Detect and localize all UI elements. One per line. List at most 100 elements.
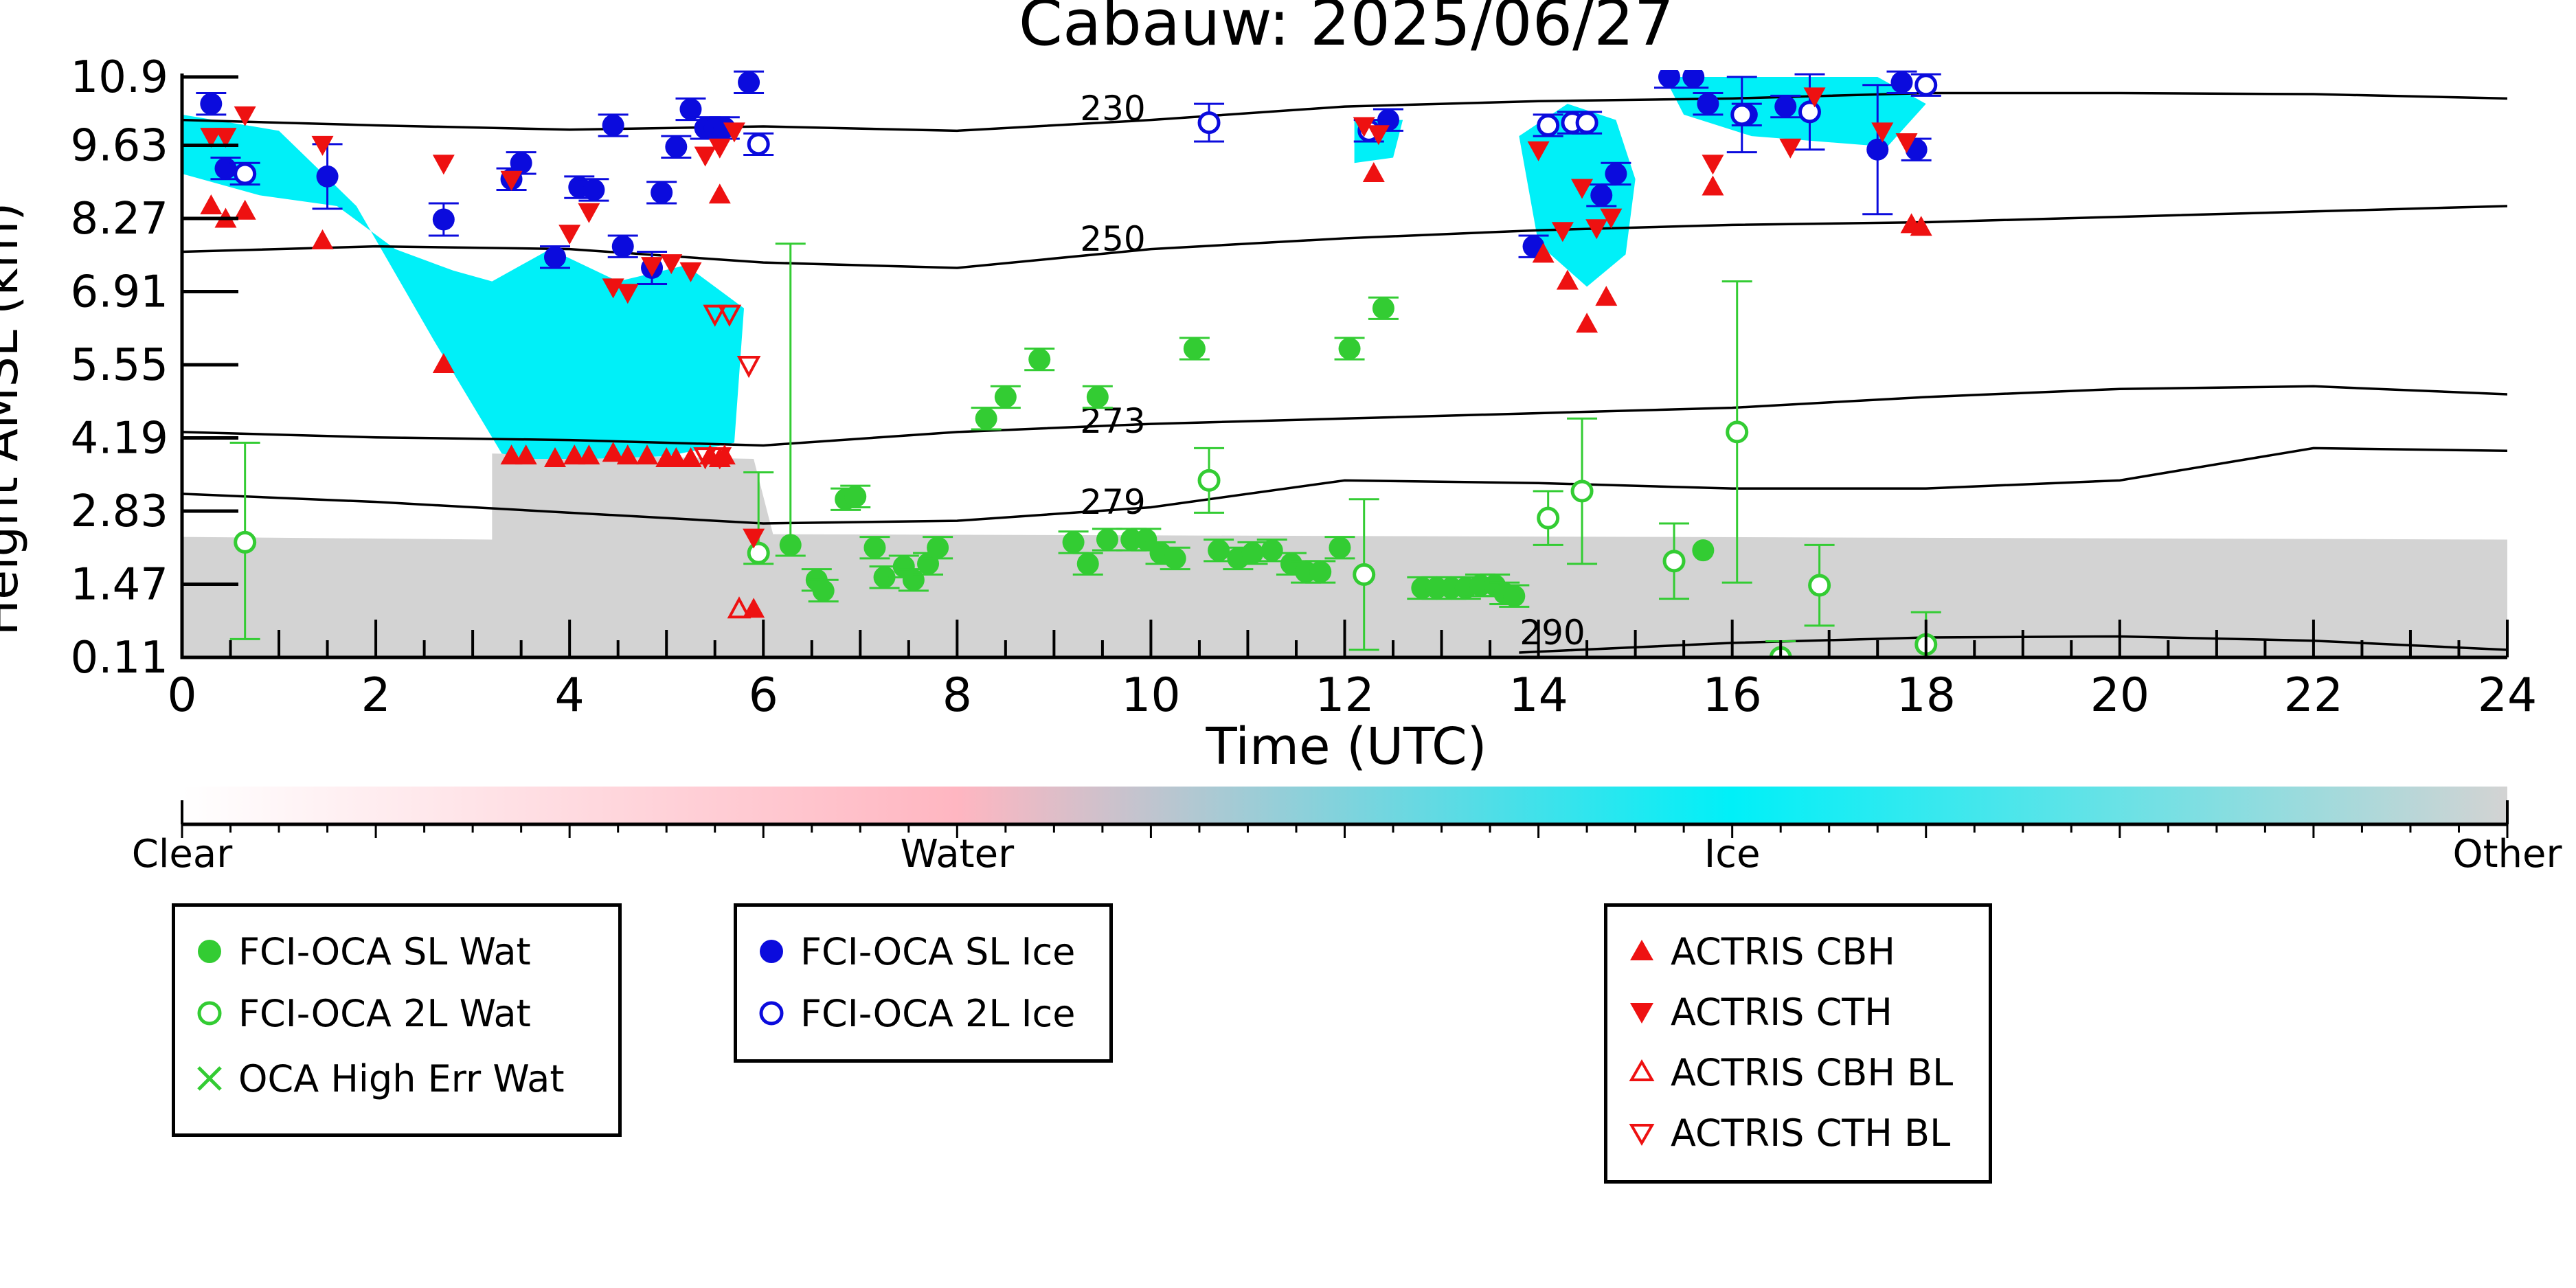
data-point [234,530,257,554]
data-point [717,304,742,327]
x-tick-label: 4 [555,668,585,723]
x-tick-label: 14 [1509,668,1568,723]
data-point [616,444,639,465]
x-tick-label: 10 [1121,668,1181,723]
legend-ice: FCI-OCA SL Ice FCI-OCA 2L Ice [734,903,1113,1063]
data-point [1605,162,1627,185]
data-point [1353,117,1375,137]
series-actris-cth [200,87,1918,549]
contour-label: 230 [1080,89,1145,128]
open-circle-marker-icon [197,1001,222,1026]
data-point [544,246,567,269]
colorbar-gradient [182,787,2507,824]
data-point [510,152,532,174]
data-point [234,106,256,126]
y-tick-label: 4.19 [71,413,169,464]
data-point [578,444,600,465]
data-point [1197,111,1221,135]
data-point [1595,286,1618,306]
data-point [1692,539,1715,562]
data-point [1730,103,1754,126]
data-point [651,181,673,204]
phase-region-ice [182,114,745,460]
colorbar: Clear Water Ice Other [132,787,2562,877]
x-tick-label: 22 [2284,668,2344,723]
data-point [812,579,835,602]
data-point [975,407,997,430]
legend-item-2l-ice: FCI-OCA 2L Ice [751,982,1075,1044]
data-point [703,304,727,327]
legend-label: FCI-OCA SL Wat [238,929,531,973]
data-point [1096,528,1118,551]
data-point [1600,208,1623,229]
data-point [1537,506,1560,530]
data-point [1532,242,1555,263]
data-point [694,146,716,167]
data-point [432,155,455,175]
legend-item-2l-wat: FCI-OCA 2L Wat [189,982,531,1044]
colorbar-label: Other [2452,832,2562,877]
data-point [1537,113,1560,137]
data-point [1028,348,1051,371]
data-point [616,284,639,304]
data-point [708,138,731,159]
data-point [927,536,949,559]
data-point [563,444,586,465]
data-point [1353,563,1376,586]
legend-item-sl-ice: FCI-OCA SL Ice [751,920,1075,982]
series-fci-oca-sl-ice [196,70,1932,286]
x-tick-label: 16 [1702,668,1762,723]
data-point [1697,93,1719,115]
data-point [1135,528,1157,551]
x-tick-label: 0 [167,668,196,723]
data-point [779,534,802,556]
y-tick-label: 2.83 [71,486,169,537]
contour-line-230 [182,91,2507,133]
data-point [234,199,256,220]
legend-item-cth-bl: ACTRIS CTH BL [1621,1102,1950,1164]
data-point [1086,385,1109,408]
chart-title: Cabauw: 2025/06/27 [1019,0,1674,60]
data-point [1062,531,1085,554]
phase-region-ice [1519,104,1636,287]
data-point [1779,138,1802,159]
series-fci-oca-2l-wat [229,280,1941,657]
data-point [611,235,634,258]
data-point [1367,125,1390,146]
data-point [200,194,223,214]
data-point [665,135,688,158]
filled-circle-marker-icon [198,940,221,963]
data-point [994,385,1017,408]
data-point [432,208,455,231]
data-point [743,528,765,549]
y-tick-label: 10.9 [71,52,169,103]
data-point [727,596,752,619]
data-point [602,442,624,462]
data-point [1808,574,1831,597]
data-point [743,598,765,618]
colorbar-label: Water [901,832,1015,877]
contour-label: 250 [1080,219,1145,259]
legend-label: FCI-OCA 2L Ice [800,991,1076,1035]
legend-label: ACTRIS CTH [1671,990,1893,1034]
data-point [1575,111,1598,135]
x-tick-label: 18 [1896,668,1956,723]
data-point [500,170,523,191]
data-point [558,225,581,245]
data-point [1076,552,1099,575]
error-bar [775,242,806,557]
data-point [1503,585,1526,607]
filled-circle-marker-icon [760,940,783,963]
legend-label: FCI-OCA 2L Wat [238,991,531,1035]
data-point [214,128,237,148]
data-point [1585,219,1608,240]
x-tick-label: 2 [361,668,390,723]
data-point [738,71,760,93]
data-point [578,203,600,223]
data-point [432,352,455,373]
data-point [1551,222,1574,242]
open-triangle-up-marker-icon [1629,1059,1655,1081]
data-point [863,536,886,559]
